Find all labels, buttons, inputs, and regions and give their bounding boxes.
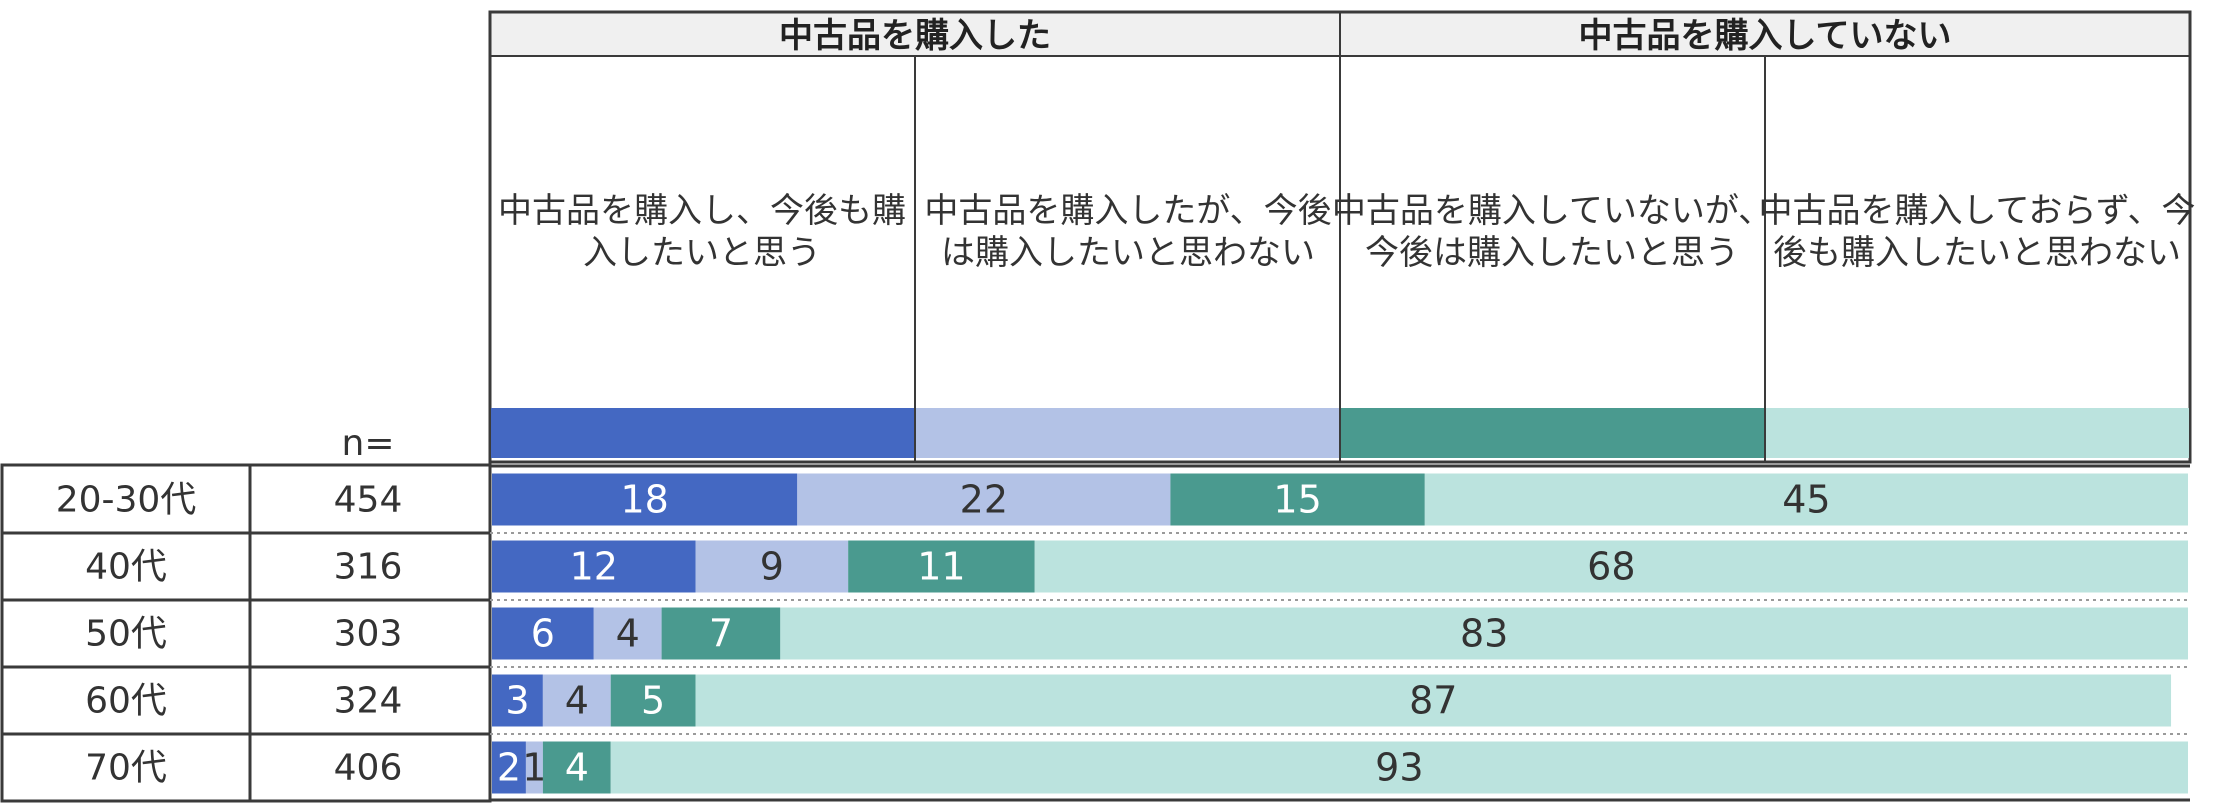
bar-segment — [1424, 473, 2188, 526]
category-label-1a: 中古品を購入し、今後も購 — [498, 191, 906, 231]
bar-data-label: 11 — [917, 545, 965, 589]
bar-data-label: 5 — [641, 679, 665, 723]
bar-data-label: 1 — [522, 746, 546, 790]
bar-data-label: 45 — [1782, 478, 1830, 522]
bar-data-label: 4 — [616, 612, 640, 656]
bar-segment — [610, 741, 2188, 794]
row-n-value: 324 — [334, 681, 403, 722]
category-label-2a: 中古品を購入したが、今後 — [924, 191, 1331, 231]
bar-segment — [610, 674, 696, 727]
bar-data-label: 4 — [565, 746, 589, 790]
category-label-3a: 中古品を購入していないが、 — [1332, 191, 1772, 231]
bar-segment — [695, 540, 849, 593]
row-table-frame — [0, 463, 492, 803]
row-category-label: 60代 — [85, 681, 167, 722]
bar-segment — [492, 741, 526, 794]
bar-segment — [1170, 473, 1425, 526]
bar-data-label: 9 — [760, 545, 784, 589]
legend-swatch-4 — [1766, 408, 2189, 458]
legend-swatch-2 — [916, 408, 1339, 458]
row-category-label: 70代 — [85, 748, 167, 789]
bar-data-label: 22 — [960, 478, 1008, 522]
bar-segment — [695, 674, 2172, 727]
bar-segment — [593, 607, 662, 660]
bar-segment — [661, 607, 781, 660]
row-n-value: 303 — [334, 614, 403, 655]
bar-segment — [780, 607, 2188, 660]
row-category-label: 20-30代 — [56, 480, 197, 521]
bar-data-label: 3 — [505, 679, 529, 723]
group-title-not-purchased: 中古品を購入していない — [1579, 16, 1952, 56]
bar-segment — [492, 607, 594, 660]
category-label-3b: 今後は購入したいと思う — [1365, 233, 1739, 273]
n-header: n= — [342, 423, 395, 464]
bar-data-label: 87 — [1409, 679, 1457, 723]
row-n-value: 316 — [334, 547, 403, 588]
bar-data-label: 93 — [1375, 746, 1423, 790]
bar-segment — [797, 473, 1171, 526]
bar-data-label: 6 — [531, 612, 555, 656]
row-n-value: 454 — [334, 480, 403, 521]
row-category-label: 50代 — [85, 614, 167, 655]
category-label-1b: 入したいと思う — [583, 233, 821, 273]
category-label-4a: 中古品を購入しておらず、今 — [1759, 191, 2196, 231]
bar-data-label: 83 — [1460, 612, 1508, 656]
bar-segment — [492, 540, 696, 593]
bar-segment — [542, 741, 611, 794]
bar-segment — [1034, 540, 2188, 593]
bar-data-label: 4 — [565, 679, 589, 723]
bar-segment — [525, 741, 543, 794]
row-category-label: 40代 — [85, 547, 167, 588]
bar-data-label: 15 — [1273, 478, 1321, 522]
bar-segment — [492, 473, 798, 526]
bar-data-label: 12 — [570, 545, 618, 589]
bar-segment — [848, 540, 1035, 593]
legend-swatch-3 — [1341, 408, 1764, 458]
category-label-4b: 後も購入したいと思わない — [1773, 233, 2181, 273]
bar-segment — [492, 674, 543, 727]
category-label-2b: は購入したいと思わない — [941, 233, 1315, 273]
bar-data-label: 18 — [620, 478, 668, 522]
bar-data-label: 2 — [497, 746, 521, 790]
row-n-value: 406 — [334, 748, 403, 789]
group-title-purchased: 中古品を購入した — [779, 16, 1051, 56]
bar-data-label: 68 — [1587, 545, 1635, 589]
bar-data-label: 7 — [709, 612, 733, 656]
legend-swatch-1 — [491, 408, 914, 458]
bar-segment — [542, 674, 611, 727]
